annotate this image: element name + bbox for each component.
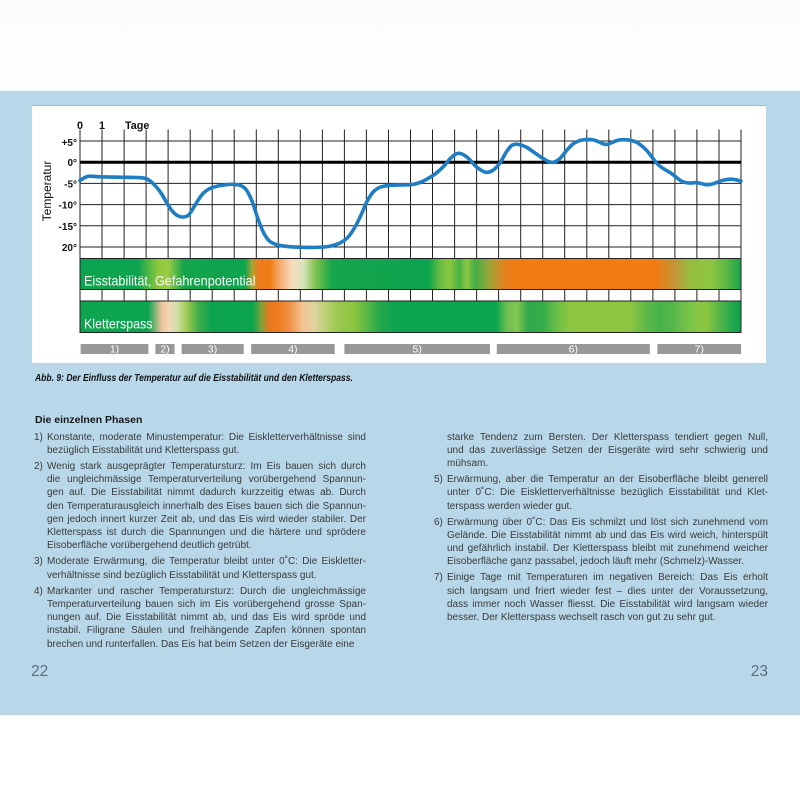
svg-text:20°: 20° xyxy=(62,243,77,254)
svg-text:2): 2) xyxy=(160,344,169,356)
svg-text:-15°: -15° xyxy=(59,222,77,233)
svg-text:0°: 0° xyxy=(67,158,77,169)
svg-text:5): 5) xyxy=(413,344,422,356)
svg-text:Tage: Tage xyxy=(125,120,149,132)
svg-text:1: 1 xyxy=(99,120,105,132)
svg-text:0: 0 xyxy=(77,120,83,132)
svg-text:7): 7) xyxy=(695,344,704,356)
svg-text:3): 3) xyxy=(208,344,217,356)
svg-text:+5°: +5° xyxy=(62,138,77,149)
svg-text:Kletterspass: Kletterspass xyxy=(84,316,153,332)
svg-text:Temperatur: Temperatur xyxy=(40,161,54,222)
svg-text:Eisstabilität, Gefahrenpotenti: Eisstabilität, Gefahrenpotential xyxy=(84,273,256,289)
svg-text:6): 6) xyxy=(569,344,578,356)
svg-text:-10°: -10° xyxy=(59,201,77,212)
svg-text:1): 1) xyxy=(110,344,119,356)
svg-text:-5°: -5° xyxy=(64,179,77,190)
svg-text:4): 4) xyxy=(288,344,297,356)
